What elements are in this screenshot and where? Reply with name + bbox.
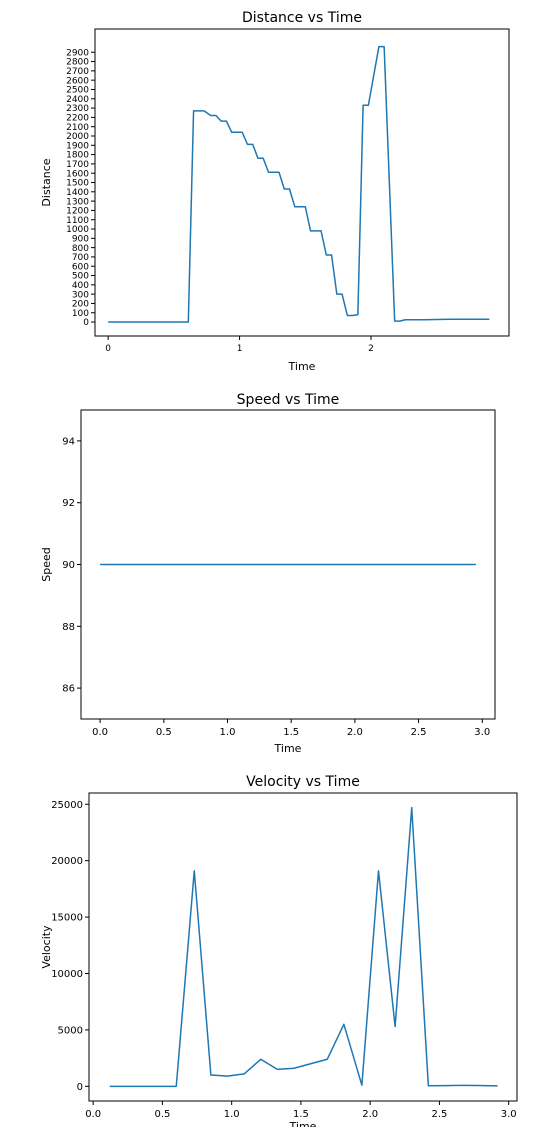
x-axis-label: Time <box>288 360 316 373</box>
y-axis-label: Speed <box>40 547 53 581</box>
x-axis-label: Time <box>289 1120 317 1127</box>
x-tick-label: 0.5 <box>154 1109 170 1120</box>
x-tick-label: 1.0 <box>224 1109 240 1120</box>
y-tick-label: 5000 <box>58 1025 83 1036</box>
y-tick-label: 2000 <box>66 132 89 142</box>
axes-frame <box>94 28 510 337</box>
chart-3: Velocity vs Time 0.0 0.5 1.0 1.5 2.0 2.5 3.0 0 50… <box>40 774 518 1127</box>
y-tick-label: 88 <box>62 622 75 633</box>
x-tick-label: 1.0 <box>220 727 236 738</box>
y-tick-label: 1400 <box>66 188 89 198</box>
x-tick-label: 2.5 <box>431 1109 447 1120</box>
y-tick-label: 700 <box>72 253 89 263</box>
chart-title: Velocity vs Time <box>246 774 360 790</box>
y-tick-label: 200 <box>72 300 89 310</box>
y-tick-label: 1500 <box>66 179 89 189</box>
chart-2: Speed vs Time 0.0 0.5 1.0 1.5 2.0 2.5 3.0 86 88 90… <box>40 392 496 755</box>
y-axis-label: Velocity <box>40 925 53 969</box>
y-tick-label: 1700 <box>66 160 89 170</box>
chart-title: Speed vs Time <box>237 392 340 408</box>
y-tick-label: 86 <box>62 684 75 695</box>
y-tick-label: 2100 <box>66 123 89 133</box>
x-tick-label: 2 <box>368 344 374 354</box>
x-tick-label: 2.5 <box>411 727 427 738</box>
y-tick-label: 92 <box>62 498 75 509</box>
y-tick-label: 1600 <box>66 169 89 179</box>
axes-frame <box>88 792 518 1102</box>
y-tick-label: 0 <box>83 318 89 328</box>
y-tick-label: 2500 <box>66 86 89 96</box>
y-tick-label: 2400 <box>66 95 89 105</box>
y-tick-label: 2200 <box>66 114 89 124</box>
y-tick-label: 100 <box>72 309 89 319</box>
series-line <box>109 806 498 1088</box>
x-tick-label: 2.0 <box>362 1109 378 1120</box>
y-tick-label: 500 <box>72 272 89 282</box>
y-tick-label: 2800 <box>66 58 89 68</box>
y-tick-label: 94 <box>62 436 75 447</box>
y-tick-label: 1900 <box>66 141 89 151</box>
y-tick-label: 90 <box>62 560 75 571</box>
x-tick-label: 2.0 <box>347 727 363 738</box>
y-tick-label: 1800 <box>66 151 89 161</box>
x-tick-label: 1 <box>237 344 243 354</box>
x-tick-label: 0.0 <box>92 727 108 738</box>
x-axis-label: Time <box>274 742 302 755</box>
series-line <box>108 45 490 323</box>
y-tick-label: 0 <box>77 1082 83 1093</box>
y-tick-label: 2700 <box>66 67 89 77</box>
y-tick-label: 2600 <box>66 76 89 86</box>
x-tick-label: 0 <box>105 344 111 354</box>
y-tick-label: 300 <box>72 290 89 300</box>
y-tick-label: 1000 <box>66 225 89 235</box>
y-tick-label: 15000 <box>51 913 83 924</box>
y-tick-label: 20000 <box>51 856 83 867</box>
y-tick-label: 2900 <box>66 48 89 58</box>
y-tick-label: 400 <box>72 281 89 291</box>
y-tick-label: 1100 <box>66 216 89 226</box>
y-tick-label: 25000 <box>51 800 83 811</box>
x-tick-label: 1.5 <box>283 727 299 738</box>
y-tick-label: 800 <box>72 244 89 254</box>
y-tick-label: 2300 <box>66 104 89 114</box>
x-tick-label: 3.0 <box>474 727 490 738</box>
x-tick-label: 1.5 <box>293 1109 309 1120</box>
y-tick-label: 10000 <box>51 969 83 980</box>
y-tick-label: 600 <box>72 262 89 272</box>
x-tick-label: 3.0 <box>501 1109 517 1120</box>
chart-title: Distance vs Time <box>242 10 362 26</box>
y-tick-label: 1300 <box>66 197 89 207</box>
y-tick-label: 1200 <box>66 207 89 217</box>
x-tick-label: 0.5 <box>156 727 172 738</box>
y-axis-label: Distance <box>40 158 53 206</box>
y-tick-label: 900 <box>72 234 89 244</box>
x-tick-label: 0.0 <box>85 1109 101 1120</box>
